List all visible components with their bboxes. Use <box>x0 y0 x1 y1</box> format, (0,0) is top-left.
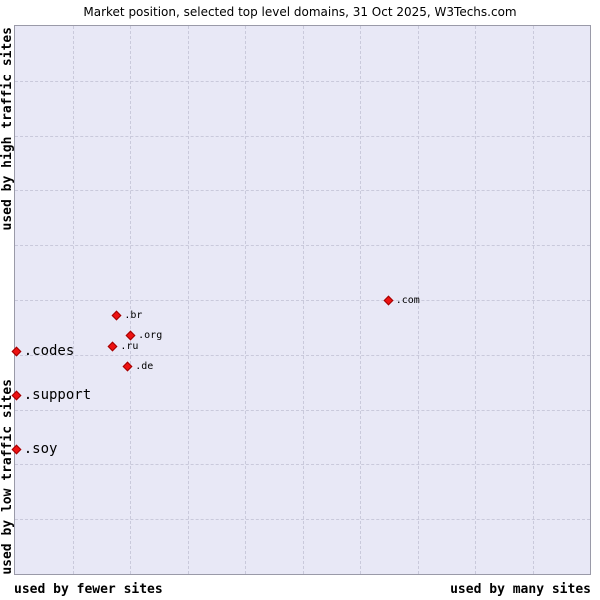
gridline-vertical <box>532 26 534 574</box>
x-axis-label-fewer-sites: used by fewer sites <box>14 582 163 597</box>
point-label: .codes <box>23 343 75 360</box>
diamond-marker-icon <box>107 341 118 352</box>
gridline-vertical <box>360 26 361 574</box>
gridline-horizontal <box>15 300 590 301</box>
point-label: .support <box>23 386 92 403</box>
point-label: .ru <box>120 340 139 352</box>
gridline-horizontal <box>15 409 590 411</box>
diamond-marker-icon <box>125 330 136 341</box>
y-axis-label-low-traffic: used by low traffic sites <box>0 379 15 575</box>
plot-area: .com .br .org .ru .de .codes .support .soy <box>11 25 591 575</box>
gridline-vertical <box>475 26 476 574</box>
chart-title: Market position, selected top level doma… <box>83 5 517 19</box>
diamond-marker-icon <box>383 295 394 306</box>
x-axis-label-many-sites: used by many sites <box>450 582 591 597</box>
gridline-horizontal <box>15 354 590 356</box>
y-axis-label-high-traffic: used by high traffic sites <box>0 27 15 231</box>
diamond-marker-icon <box>122 361 133 372</box>
point-label: .de <box>135 360 154 372</box>
gridline-horizontal <box>15 519 590 521</box>
point-label: .br <box>124 309 143 321</box>
point-label: .soy <box>23 440 58 457</box>
gridline-vertical <box>417 26 419 574</box>
point-label: .org <box>138 329 163 341</box>
gridline-horizontal <box>15 464 590 466</box>
diamond-marker-icon <box>111 310 122 321</box>
point-label: .com <box>395 295 420 307</box>
